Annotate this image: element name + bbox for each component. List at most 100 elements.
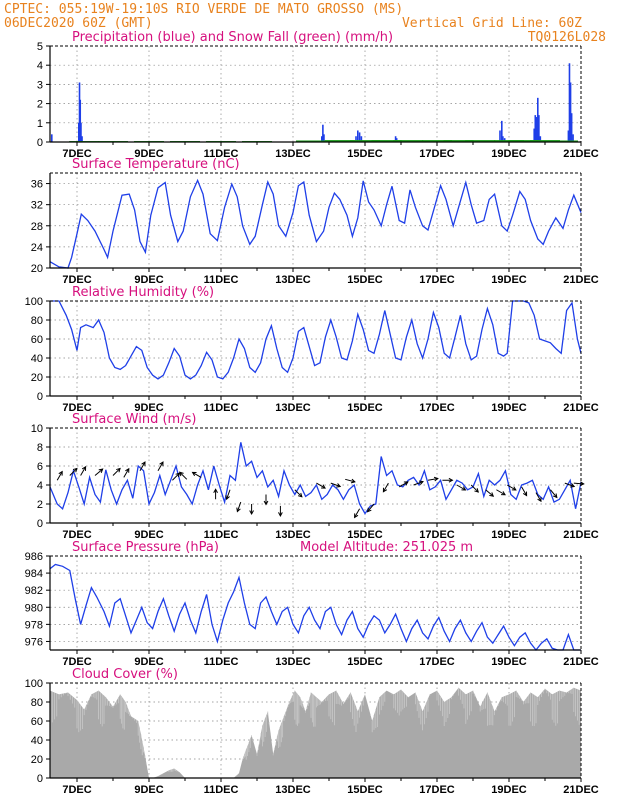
xtick-label-pres: 15DEC xyxy=(347,656,383,668)
panel-precip: 0 1 2 3 4 5 7DEC 9DEC 11DEC 13DEC 15DEC 17DEC 19DEC 2… xyxy=(37,30,599,160)
wind-arrow xyxy=(354,508,361,519)
wind-arrow-head xyxy=(350,478,356,484)
xtick-label-cloud: 7DEC xyxy=(62,784,91,796)
wind-arrow-head xyxy=(382,487,388,493)
xtick-label-wind: 11DEC xyxy=(204,529,239,541)
xtick-label-pres: 21DEC xyxy=(563,656,599,668)
wind-arrow-head xyxy=(191,471,197,477)
xtick-label-pres: 13DEC xyxy=(275,656,311,668)
precip-bar-green xyxy=(350,140,380,142)
xtick-label-pres: 9DEC xyxy=(134,656,163,668)
ytick-label-pres: 980 xyxy=(25,602,43,614)
wind-arrow-shaft xyxy=(112,468,121,476)
wind-arrow xyxy=(123,467,130,478)
precip-bar-green xyxy=(324,140,355,142)
wind-arrow xyxy=(573,481,585,487)
wind-arrow-head xyxy=(225,495,230,501)
ytick-label-pres: 978 xyxy=(25,619,43,631)
precip-bar-blue xyxy=(539,136,542,142)
wind-arrow-head xyxy=(141,461,146,467)
wind-arrow xyxy=(427,476,439,482)
wind-arrow xyxy=(56,470,63,481)
wind-arrow xyxy=(294,489,303,498)
wind-arrow-head xyxy=(474,488,480,493)
precip-bar-green xyxy=(371,140,402,142)
precip-bar-green xyxy=(530,140,560,142)
wind-arrow-head xyxy=(249,510,254,516)
precip-bar-blue xyxy=(79,99,82,142)
wind-arrow-shaft xyxy=(550,489,558,498)
wind-arrow xyxy=(345,478,356,484)
precip-bar-blue xyxy=(535,117,538,142)
xtick-label-temp: 11DEC xyxy=(204,274,239,286)
wind-arrow-head xyxy=(418,480,424,485)
ytick-label-wind: 0 xyxy=(37,518,43,530)
xtick-label-precip: 9DEC xyxy=(134,148,163,160)
header-grid-line: Vertical Grid Line: 60Z xyxy=(402,16,582,31)
wind-arrow xyxy=(112,467,121,476)
ytick-label-precip: 5 xyxy=(37,41,43,53)
precip-bar-green xyxy=(443,140,474,142)
wind-arrow xyxy=(521,486,528,497)
wind-arrow-shaft xyxy=(573,482,584,485)
precip-bar-blue xyxy=(570,113,573,142)
wind-arrow-shaft xyxy=(521,486,528,496)
xtick-label-cloud: 9DEC xyxy=(134,784,163,796)
wind-arrow xyxy=(139,461,146,472)
wind-arrow-head xyxy=(58,470,63,476)
panel-pres: 976 978 980 982 984 986 7DEC 9DEC 11DEC 13DEC 15DE… xyxy=(25,540,599,668)
xtick-label-temp: 9DEC xyxy=(134,274,163,286)
wind-arrow xyxy=(278,505,283,517)
precip-bar-blue xyxy=(569,82,572,142)
wind-arrow-head xyxy=(159,461,164,467)
wind-arrow xyxy=(550,489,558,499)
wind-arrow xyxy=(80,465,87,476)
panel-title-wind: Surface Wind (m/s) xyxy=(72,412,196,427)
xtick-label-rh: 9DEC xyxy=(134,402,163,414)
header-date: 06DEC2020 60Z (GMT) xyxy=(4,16,153,31)
wind-arrow-head xyxy=(433,476,439,482)
xtick-label-precip: 19DEC xyxy=(491,148,527,160)
precip-bar-blue xyxy=(358,132,361,142)
wind-arrow xyxy=(485,489,495,497)
wind-arrow-shaft xyxy=(413,481,424,486)
precip-bar-green xyxy=(296,140,326,142)
wind-arrow-head xyxy=(297,492,303,498)
wind-arrow xyxy=(191,471,202,478)
wind-arrow xyxy=(69,467,78,476)
wind-arrow-head xyxy=(461,486,467,491)
ytick-label-precip: 2 xyxy=(37,99,43,111)
wind-arrow-head xyxy=(501,491,506,496)
xtick-label-precip: 11DEC xyxy=(204,148,239,160)
wind-arrow-head xyxy=(263,500,269,506)
ytick-label-rh: 0 xyxy=(37,391,43,403)
xtick-label-rh: 15DEC xyxy=(347,402,383,414)
wind-arrow-head xyxy=(522,491,528,497)
wind-arrow-shaft xyxy=(485,489,494,497)
wind-arrow-shaft xyxy=(382,482,389,493)
wind-arrow xyxy=(172,472,181,481)
precip-bar-blue xyxy=(502,136,504,142)
ytick-label-rh: 40 xyxy=(31,353,43,365)
wind-arrow xyxy=(263,494,269,506)
precip-bar-green xyxy=(422,140,452,142)
wind-arrow xyxy=(470,484,480,493)
wind-arrow-head xyxy=(321,484,326,489)
precip-bar-green xyxy=(393,140,424,142)
xtick-label-wind: 15DEC xyxy=(347,529,383,541)
xtick-label-precip: 13DEC xyxy=(275,148,311,160)
panel-subtitle-pres: Model Altitude: 251.025 m xyxy=(300,540,473,555)
xtick-label-wind: 7DEC xyxy=(62,529,91,541)
panel-title-temp: Surface Temperature (nC) xyxy=(72,157,240,172)
wind-arrow-shaft xyxy=(496,489,506,496)
wind-arrow xyxy=(506,484,517,491)
panel-title-rh: Relative Humidity (%) xyxy=(72,285,214,300)
precip-bar-blue xyxy=(355,136,357,142)
ytick-label-precip: 4 xyxy=(37,60,43,72)
panel-title-precip: Precipitation (blue) and Snow Fall (gree… xyxy=(72,30,393,45)
wind-arrow-head xyxy=(178,471,184,477)
ytick-label-precip: 0 xyxy=(37,137,43,149)
precip-bar-blue xyxy=(321,136,323,142)
xtick-label-wind: 21DEC xyxy=(563,529,599,541)
wind-arrow-shaft xyxy=(236,501,242,512)
